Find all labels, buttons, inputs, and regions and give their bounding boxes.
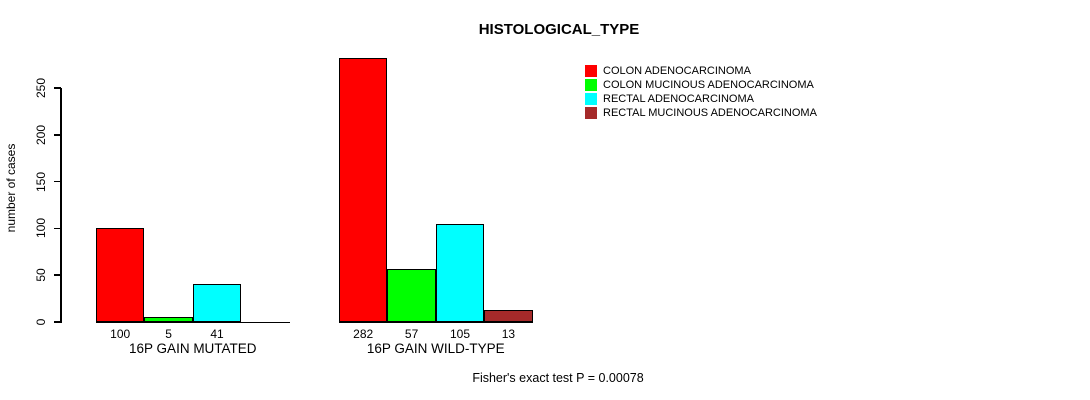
bar-value-label: 13 xyxy=(501,326,516,341)
y-axis-label: number of cases xyxy=(4,143,18,233)
x-axis-baseline xyxy=(96,321,290,323)
bar xyxy=(144,317,193,322)
y-axis-tick xyxy=(54,321,61,323)
bar xyxy=(435,223,485,322)
y-axis-tick xyxy=(54,274,61,276)
y-axis-tick-label: 50 xyxy=(34,268,48,282)
y-axis-tick-label: 150 xyxy=(34,171,48,192)
x-axis-baseline xyxy=(339,321,533,323)
legend-item: COLON ADENOCARCINOMA xyxy=(585,64,817,78)
y-axis-tick xyxy=(54,180,61,183)
legend-color-swatch xyxy=(585,107,597,119)
legend-color-swatch xyxy=(585,65,597,77)
legend: COLON ADENOCARCINOMA COLON MUCINOUS ADENO… xyxy=(585,64,817,120)
chart-title: HISTOLOGICAL_TYPE xyxy=(478,21,640,38)
legend-item: RECTAL MUCINOUS ADENOCARCINOMA xyxy=(585,106,817,120)
legend-item: RECTAL ADENOCARCINOMA xyxy=(585,92,817,106)
bar-value-label: 57 xyxy=(404,326,419,341)
y-axis-tick xyxy=(54,227,61,230)
x-axis-group-label: 16P GAIN WILD-TYPE xyxy=(366,341,505,356)
legend-label: RECTAL MUCINOUS ADENOCARCINOMA xyxy=(603,107,817,119)
y-axis-tick-label: 250 xyxy=(34,77,48,99)
legend-label: RECTAL ADENOCARCINOMA xyxy=(603,93,754,105)
y-axis-tick xyxy=(54,87,61,89)
x-axis-group-label: 16P GAIN MUTATED xyxy=(129,341,257,356)
bar-value-label: 5 xyxy=(165,326,172,341)
y-axis-tick-label: 0 xyxy=(34,318,48,326)
y-axis-tick-label: 200 xyxy=(34,124,48,145)
y-axis-tick xyxy=(54,134,61,136)
legend-color-swatch xyxy=(585,79,597,91)
legend-label: COLON ADENOCARCINOMA xyxy=(603,65,751,77)
legend-color-swatch xyxy=(585,93,597,105)
legend-label: COLON MUCINOUS ADENOCARCINOMA xyxy=(603,79,814,91)
bar-value-label: 105 xyxy=(449,326,471,341)
bar xyxy=(387,268,436,322)
fisher-test-annotation: Fisher's exact test P = 0.00078 xyxy=(472,371,644,385)
legend-item: COLON MUCINOUS ADENOCARCINOMA xyxy=(585,78,817,92)
bar-value-label: 41 xyxy=(210,326,224,341)
y-axis-line xyxy=(60,88,62,323)
bar-value-label: 282 xyxy=(353,326,374,341)
bar xyxy=(192,283,242,322)
bar xyxy=(339,58,388,322)
bar-value-label: 100 xyxy=(110,326,131,341)
bar xyxy=(484,309,533,322)
y-axis-tick-label: 100 xyxy=(34,218,48,239)
bar xyxy=(96,228,145,322)
